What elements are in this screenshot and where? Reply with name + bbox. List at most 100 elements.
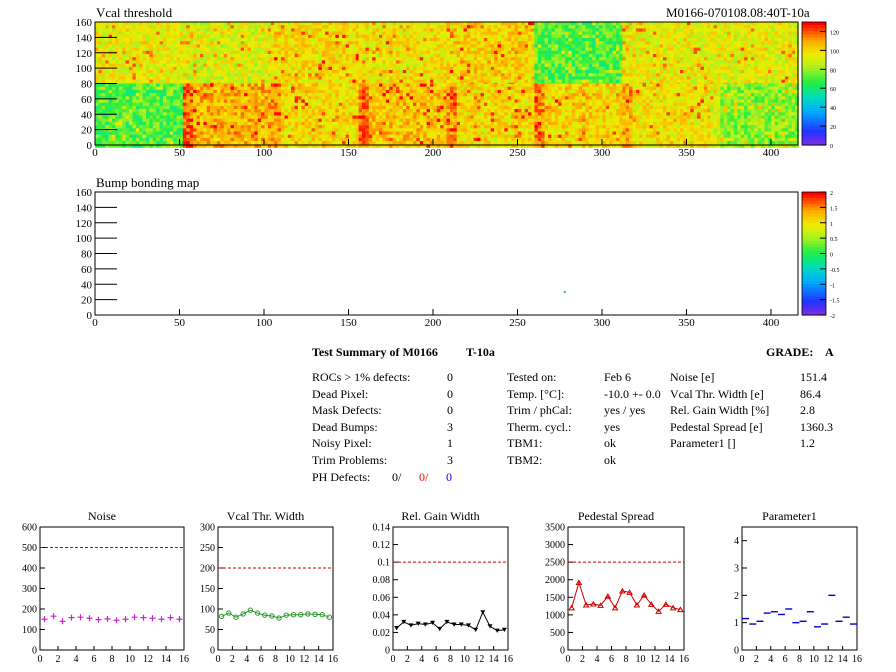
- pixel-cell: [561, 44, 566, 48]
- pixel-cell: [139, 99, 143, 103]
- pixel-cell: [592, 76, 596, 80]
- pixel-cell: [159, 131, 164, 135]
- pixel-cell: [277, 66, 282, 71]
- pixel-cell: [477, 25, 481, 29]
- pixel-cell: [609, 22, 613, 26]
- pixel-cell: [750, 44, 755, 48]
- pixel-cell: [180, 118, 184, 123]
- pixel-cell: [713, 76, 718, 80]
- pixel-cell: [108, 118, 113, 123]
- pixel-cell: [358, 38, 363, 42]
- pixel-cell: [318, 44, 322, 48]
- pixel-cell: [737, 25, 741, 29]
- pixel-cell: [575, 31, 579, 36]
- pixel-cell: [571, 22, 576, 26]
- pixel-cell: [433, 25, 438, 29]
- pixel-cell: [612, 47, 617, 52]
- pixel-cell: [156, 47, 160, 52]
- pixel-cell: [778, 22, 782, 26]
- pixel-cell: [342, 60, 346, 64]
- pixel-cell: [413, 28, 417, 32]
- pixel-cell: [703, 25, 708, 29]
- pixel-cell: [659, 73, 664, 77]
- pixel-cell: [635, 28, 640, 32]
- pixel-cell: [115, 22, 120, 26]
- pixel-cell: [122, 41, 126, 45]
- pixel-cell: [517, 60, 522, 64]
- pixel-cell: [663, 47, 667, 52]
- pixel-cell: [642, 50, 647, 55]
- pixel-cell: [139, 112, 143, 116]
- pixel-cell: [257, 83, 262, 87]
- pixel-cell: [500, 63, 505, 68]
- pixel-cell: [602, 31, 607, 36]
- pixel-cell: [169, 63, 174, 68]
- pixel-cell: [683, 38, 688, 42]
- pixel-cell: [210, 38, 214, 42]
- pixel-cell: [740, 66, 745, 71]
- pixel-cell: [781, 73, 786, 77]
- pixel-cell: [308, 63, 312, 68]
- pixel-cell: [146, 128, 150, 132]
- pixel-cell: [257, 102, 262, 107]
- pixel-cell: [558, 50, 562, 55]
- pixel-cell: [189, 115, 194, 119]
- pixel-cell: [189, 41, 194, 45]
- pixel-cell: [149, 28, 154, 32]
- pixel-cell: [480, 76, 485, 80]
- pixel-cell: [325, 22, 329, 26]
- pixel-cell: [291, 50, 295, 55]
- pixel-cell: [639, 25, 643, 29]
- pixel-cell: [511, 25, 515, 29]
- pixel-cell: [156, 60, 160, 64]
- pixel-cell: [105, 22, 109, 26]
- pixel-cell: [406, 38, 410, 42]
- pixel-cell: [254, 112, 258, 116]
- pixel-cell: [328, 31, 333, 36]
- pixel-cell: [680, 76, 684, 80]
- pixel-cell: [507, 66, 512, 71]
- pixel-cell: [277, 54, 282, 58]
- pixel-cell: [132, 121, 137, 126]
- pixel-cell: [396, 47, 400, 52]
- pixel-cell: [348, 38, 353, 42]
- pixel-cell: [639, 44, 643, 48]
- pixel-cell: [280, 41, 285, 45]
- pixel-cell: [764, 38, 769, 42]
- pixel-cell: [625, 76, 630, 80]
- pixel-cell: [693, 50, 698, 55]
- pixel-cell: [163, 112, 167, 116]
- pixel-cell: [270, 50, 275, 55]
- pixel-cell: [115, 112, 120, 116]
- pixel-cell: [95, 144, 99, 148]
- pixel-cell: [169, 134, 174, 139]
- pixel-cell: [669, 44, 674, 48]
- pixel-cell: [132, 34, 137, 39]
- pixel-cell: [561, 70, 566, 74]
- pixel-cell: [558, 76, 562, 80]
- pixel-cell: [453, 47, 457, 52]
- pixel-cell: [680, 41, 684, 45]
- pixel-cell: [727, 60, 731, 64]
- pixel-cell: [399, 54, 404, 58]
- pixel-cell: [270, 28, 275, 32]
- pixel-cell: [612, 22, 617, 26]
- pixel-cell: [152, 137, 157, 142]
- pixel-cell: [473, 34, 478, 39]
- pixel-cell: [250, 115, 255, 119]
- pixel-cell: [500, 25, 505, 29]
- pixel-cell: [112, 131, 116, 135]
- pixel-cell: [135, 25, 140, 29]
- pixel-cell: [159, 118, 164, 123]
- pixel-cell: [122, 137, 126, 142]
- pixel-cell: [193, 50, 197, 55]
- pixel-cell: [514, 22, 519, 26]
- pixel-cell: [494, 47, 498, 52]
- pixel-cell: [146, 96, 150, 100]
- pixel-cell: [507, 28, 512, 32]
- pixel-cell: [297, 63, 302, 68]
- pixel-cell: [707, 57, 711, 61]
- pixel-cell: [602, 54, 607, 58]
- pixel-cell: [449, 31, 454, 36]
- pixel-cell: [146, 25, 150, 29]
